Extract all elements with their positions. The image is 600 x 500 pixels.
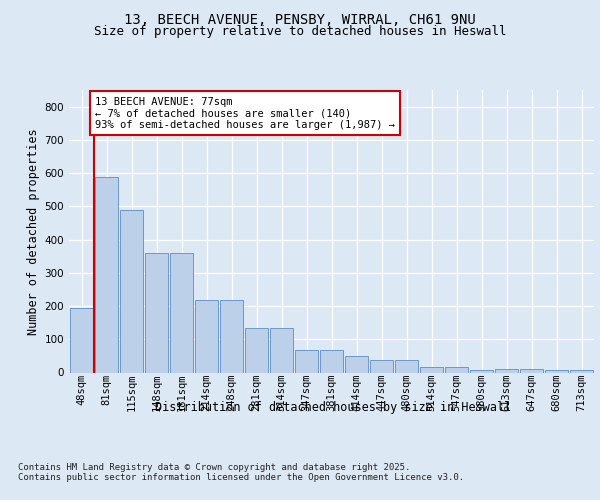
Bar: [520, 368, 543, 372]
Bar: [320, 350, 343, 372]
Bar: [145, 253, 168, 372]
Bar: [245, 328, 268, 372]
Bar: [95, 177, 118, 372]
Text: 13, BEECH AVENUE, PENSBY, WIRRAL, CH61 9NU: 13, BEECH AVENUE, PENSBY, WIRRAL, CH61 9…: [124, 12, 476, 26]
Bar: [470, 370, 493, 372]
Bar: [295, 350, 318, 372]
Text: Contains HM Land Registry data © Crown copyright and database right 2025.
Contai: Contains HM Land Registry data © Crown c…: [18, 463, 464, 482]
Text: 13 BEECH AVENUE: 77sqm
← 7% of detached houses are smaller (140)
93% of semi-det: 13 BEECH AVENUE: 77sqm ← 7% of detached …: [95, 96, 395, 130]
Text: Distribution of detached houses by size in Heswall: Distribution of detached houses by size …: [155, 401, 511, 414]
Bar: [270, 328, 293, 372]
Bar: [420, 366, 443, 372]
Y-axis label: Number of detached properties: Number of detached properties: [28, 128, 40, 334]
Bar: [495, 368, 518, 372]
Bar: [170, 253, 193, 372]
Bar: [345, 356, 368, 372]
Bar: [70, 308, 93, 372]
Bar: [195, 300, 218, 372]
Bar: [545, 370, 568, 372]
Bar: [395, 360, 418, 372]
Bar: [370, 360, 393, 372]
Bar: [570, 370, 593, 372]
Bar: [445, 366, 468, 372]
Bar: [120, 210, 143, 372]
Bar: [220, 300, 243, 372]
Text: Size of property relative to detached houses in Heswall: Size of property relative to detached ho…: [94, 25, 506, 38]
